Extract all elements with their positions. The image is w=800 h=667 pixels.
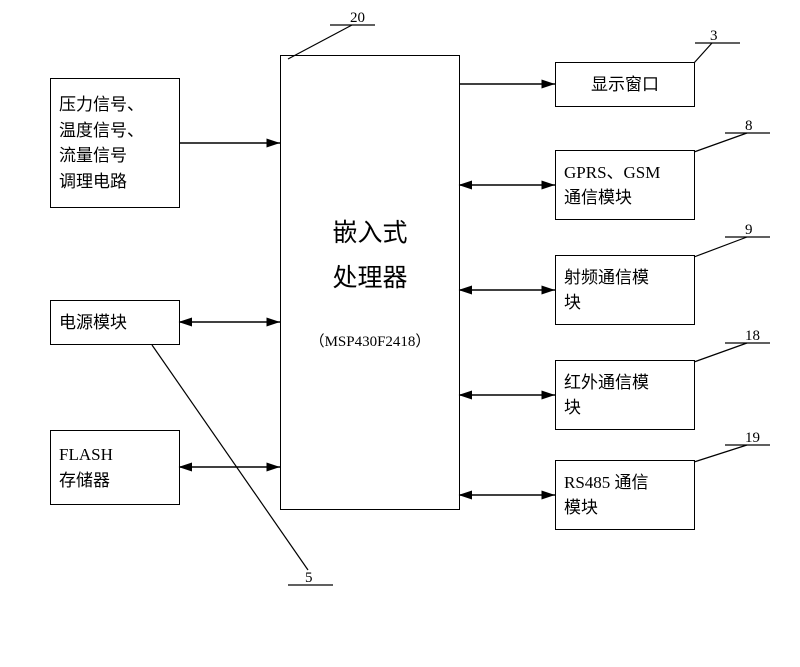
rf-comm-text: 射频通信模 块 bbox=[564, 265, 649, 316]
rs485-comm-text: RS485 通信 模块 bbox=[564, 470, 649, 521]
flash-storage-box: FLASH 存储器 bbox=[50, 430, 180, 505]
power-module-box: 电源模块 bbox=[50, 300, 180, 345]
label-9: 9 bbox=[745, 222, 753, 239]
label-8: 8 bbox=[745, 118, 753, 135]
leader-18 bbox=[694, 343, 747, 362]
power-module-text: 电源模块 bbox=[59, 310, 127, 336]
gprs-gsm-text: GPRS、GSM 通信模块 bbox=[564, 160, 660, 211]
label-3: 3 bbox=[710, 28, 718, 45]
leader-19 bbox=[694, 445, 747, 462]
leader-3 bbox=[694, 43, 712, 63]
rf-comm-box: 射频通信模 块 bbox=[555, 255, 695, 325]
display-window-box: 显示窗口 bbox=[555, 62, 695, 107]
ir-comm-box: 红外通信模 块 bbox=[555, 360, 695, 430]
signal-conditioning-text: 压力信号、 温度信号、 流量信号 调理电路 bbox=[59, 92, 144, 194]
label-20: 20 bbox=[350, 10, 365, 27]
cpu-title: 嵌入式处理器 bbox=[332, 211, 407, 301]
cpu-box: 嵌入式处理器 （MSP430F2418） bbox=[280, 55, 460, 510]
label-18: 18 bbox=[745, 328, 760, 345]
display-window-text: 显示窗口 bbox=[591, 72, 659, 98]
cpu-subtitle: （MSP430F2418） bbox=[310, 331, 431, 354]
rs485-comm-box: RS485 通信 模块 bbox=[555, 460, 695, 530]
leader-8 bbox=[694, 133, 747, 152]
flash-storage-text: FLASH 存储器 bbox=[59, 442, 113, 493]
leader-9 bbox=[694, 237, 747, 257]
gprs-gsm-box: GPRS、GSM 通信模块 bbox=[555, 150, 695, 220]
label-19: 19 bbox=[745, 430, 760, 447]
label-5: 5 bbox=[305, 570, 313, 587]
leader-20 bbox=[288, 25, 352, 59]
ir-comm-text: 红外通信模 块 bbox=[564, 370, 649, 421]
signal-conditioning-box: 压力信号、 温度信号、 流量信号 调理电路 bbox=[50, 78, 180, 208]
